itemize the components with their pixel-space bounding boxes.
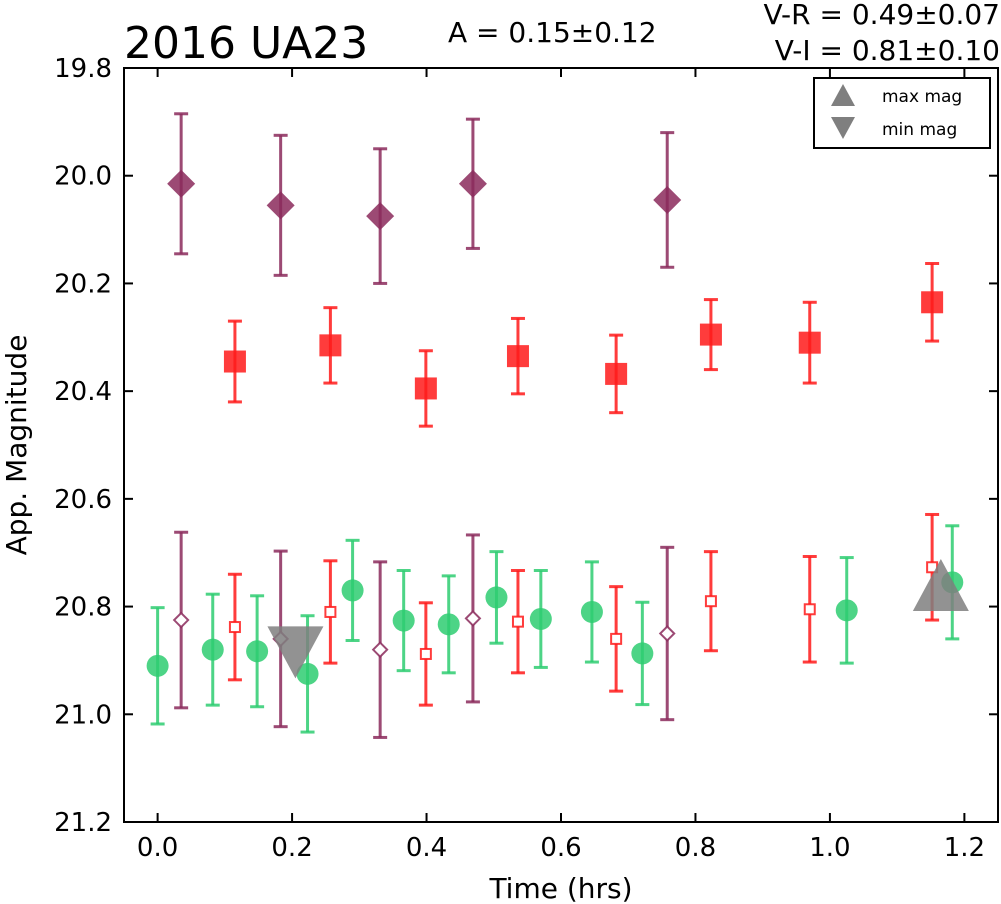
data-point-square [921,291,944,314]
data-point-circle [529,607,552,630]
data-point-diamond [366,202,395,231]
x-tick-label: 1.2 [944,833,985,863]
data-point-diamond [653,185,682,214]
legend-min-mag-label: min mag [882,120,957,140]
x-tick-label: 1.0 [809,833,850,863]
legend-max-mag-icon [831,84,855,106]
y-axis-label: App. Magnitude [0,335,33,556]
data-point-circle [580,600,603,623]
data-point-circle [437,613,460,636]
x-tick-label: 0.4 [406,833,447,863]
data-point-open-square [228,621,241,634]
data-point-open-diamond [464,610,482,627]
data-point-circle [296,662,319,685]
data-point-circle [392,609,415,632]
x-axis-label: Time (hrs) [488,872,632,904]
data-point-open-square [419,647,432,660]
y-tick-label: 20.4 [54,377,112,407]
data-point-diamond [266,191,295,220]
legend-min-mag-icon [831,117,855,139]
extrema-marker-triangle-down [267,626,324,679]
y-tick-label: 20.6 [54,485,112,515]
data-point-circle [631,642,654,665]
x-tick-label: 0.2 [271,833,312,863]
y-tick-label: 20.2 [54,269,112,299]
series-square-filled [223,262,944,428]
v-minus-r-annotation: V-R = 0.49±0.07 [764,0,1000,31]
v-minus-i-annotation: V-I = 0.81±0.10 [775,34,1000,67]
data-point-diamond [458,169,487,198]
legend-max-mag-label: max mag [882,87,962,107]
series-circle-filled [146,524,964,734]
data-point-circle [341,579,364,602]
data-point-square [414,377,437,400]
x-tick-label: 0.6 [540,833,581,863]
y-tick-label: 21.2 [54,808,112,838]
data-point-open-square [610,632,623,645]
data-point-square [319,334,342,357]
data-point-open-square [324,605,337,618]
y-tick-label: 19.8 [54,54,112,84]
y-tick-label: 20.0 [54,162,112,192]
extrema-marker-triangle-up [912,559,969,612]
data-point-square [699,323,722,346]
data-point-circle [146,654,169,677]
series-square-open [227,512,940,707]
data-point-open-diamond [658,625,676,642]
x-tick-label: 0.0 [137,833,178,863]
data-point-circle [201,638,224,661]
data-point-open-square [511,615,524,628]
data-point-square [506,345,529,368]
data-point-circle [485,586,508,609]
data-point-diamond [167,169,196,198]
chart-title: 2016 UA23 [124,18,368,69]
data-point-circle [835,599,858,622]
amplitude-annotation: A = 0.15±0.12 [448,16,657,49]
data-point-open-diamond [172,611,190,629]
data-point-square [605,362,628,385]
x-tick-label: 0.8 [675,833,716,863]
legend: max mag min mag [813,77,991,149]
y-tick-label: 21.0 [54,700,112,730]
series-diamond-filled [167,112,682,285]
data-point-open-diamond [371,641,389,659]
y-tick-label: 20.8 [54,593,112,623]
data-point-square [223,350,246,373]
data-point-square [798,331,821,354]
data-point-open-square [704,595,717,608]
plot-area [124,68,998,822]
data-point-circle [246,640,269,663]
data-point-open-square [803,603,816,616]
